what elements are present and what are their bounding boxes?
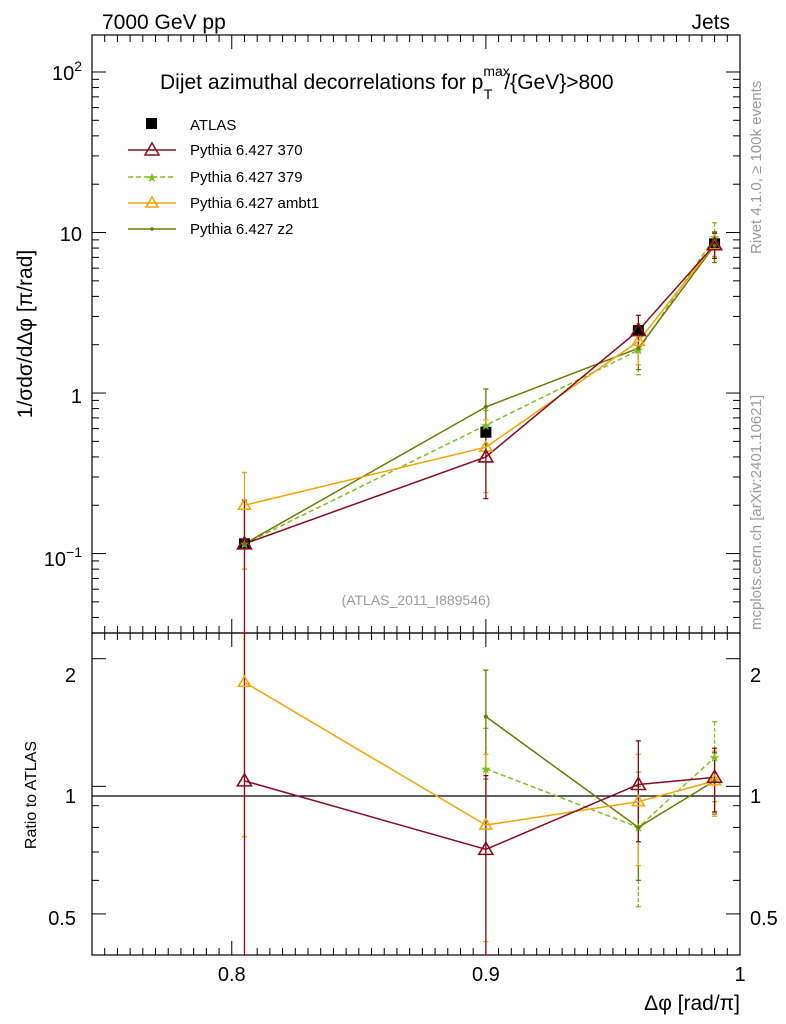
- main-point-z2: [484, 405, 488, 409]
- ytick-label-100: 102: [52, 58, 82, 85]
- ytick-label-1: 1: [71, 386, 82, 408]
- main-point-p379: ★: [480, 418, 492, 433]
- xtick-label-0.8: 0.8: [218, 964, 246, 986]
- ratio-y-axis-label: Ratio to ATLAS: [23, 741, 40, 849]
- main-series-line-z2: [244, 246, 714, 544]
- main-y-axis-label: 1/σdσ/dΔφ [π/rad]: [14, 250, 37, 418]
- ytick-label-0.1: 10−1: [44, 544, 82, 571]
- chart-canvas: 7000 GeV pp Jets Rivet 4.1.0, ≥ 100k eve…: [0, 0, 786, 1024]
- ratio-ytick-left-2: 2: [65, 665, 76, 687]
- chart-title: Dijet azimuthal decorrelations for pmax T…: [160, 63, 614, 102]
- legend-marker-atlas: [146, 118, 157, 129]
- mcplots-label: mcplots.cern.ch [arXiv:2401.10621]: [748, 395, 765, 630]
- ytick-label-10: 10: [60, 224, 82, 246]
- legend: ATLAS Pythia 6.427 370 ★ Pythia 6.427 37…: [128, 117, 319, 238]
- ratio-point-p379: ★: [480, 761, 492, 776]
- legend-label-atlas: ATLAS: [190, 117, 236, 134]
- legend-label-ambt1: Pythia 6.427 ambt1: [190, 195, 319, 212]
- legend-label-379: Pythia 6.427 379: [190, 169, 303, 186]
- legend-marker-z2: [150, 227, 154, 231]
- legend-marker-379: ★: [146, 170, 158, 185]
- ratio-ytick-right-1: 1: [750, 786, 761, 808]
- ratio-ytick-left-1: 1: [65, 786, 76, 808]
- main-point-z2: [713, 244, 717, 248]
- legend-label-370: Pythia 6.427 370: [190, 142, 303, 159]
- ratio-point-p379: ★: [709, 750, 721, 765]
- legend-marker-370: [145, 143, 159, 155]
- main-series-group: ★★★★: [237, 223, 721, 633]
- main-point-z2: [636, 346, 640, 350]
- x-axis-label: Δφ [rad/π]: [644, 992, 740, 1015]
- main-series-line-p370: [244, 245, 714, 544]
- rivet-version-label: Rivet 4.1.0, ≥ 100k events: [748, 81, 765, 254]
- ratio-plot-frame: [92, 633, 740, 955]
- main-series-line-p379: [244, 238, 714, 544]
- ratio-point-z2: [484, 715, 488, 719]
- ratio-ytick-right-0.5: 0.5: [750, 908, 778, 930]
- ratio-series-line-p379: [486, 757, 715, 827]
- main-point-z2: [242, 542, 246, 546]
- ratio-ytick-left-0.5: 0.5: [48, 908, 76, 930]
- ratio-ytick-right-2: 2: [750, 665, 761, 687]
- ratio-series-group: ★★★: [237, 633, 721, 955]
- ratio-ticks-group: [92, 633, 740, 955]
- ratio-point-z2: [636, 825, 640, 829]
- xtick-label-1: 1: [734, 964, 745, 986]
- main-series-line-ambt1: [244, 245, 714, 506]
- xtick-label-0.9: 0.9: [472, 964, 500, 986]
- ratio-series-line-z2: [486, 717, 715, 828]
- analysis-tag: (ATLAS_2011_I889546): [342, 592, 491, 608]
- header-jets-label: Jets: [691, 11, 730, 34]
- ratio-series-line-ambt1: [244, 682, 714, 825]
- header-energy-label: 7000 GeV pp: [102, 11, 226, 34]
- legend-label-z2: Pythia 6.427 z2: [190, 221, 293, 238]
- legend-marker-ambt1: [146, 197, 158, 207]
